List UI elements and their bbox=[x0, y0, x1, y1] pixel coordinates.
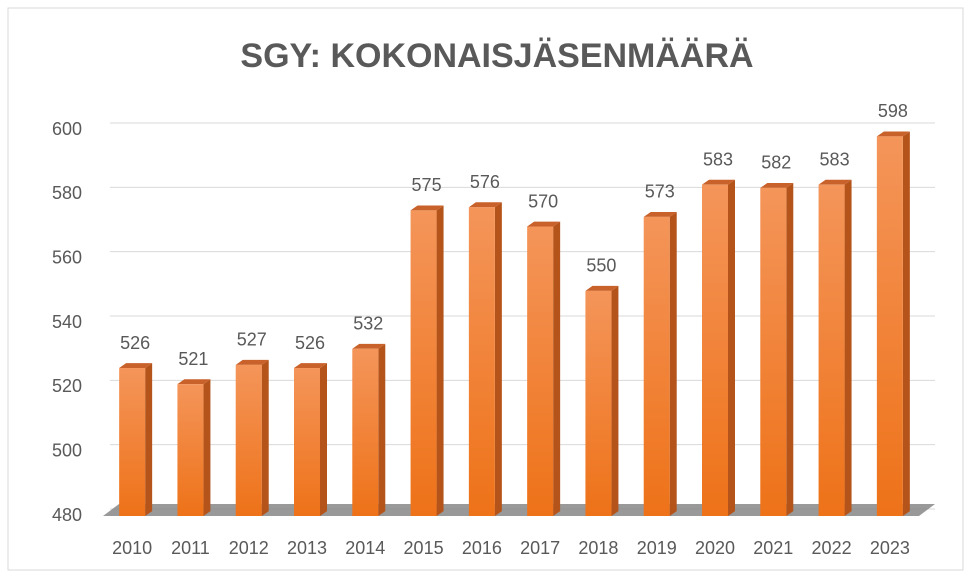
bar-top bbox=[527, 221, 561, 227]
x-tick-label: 2018 bbox=[578, 538, 618, 558]
data-label: 526 bbox=[295, 333, 325, 353]
bar-side bbox=[611, 285, 619, 516]
y-tick-label: 480 bbox=[52, 505, 82, 525]
data-label: 527 bbox=[237, 330, 267, 350]
bar-side bbox=[494, 202, 502, 517]
data-label: 576 bbox=[470, 172, 500, 192]
bar-top bbox=[643, 211, 677, 217]
y-tick-label: 580 bbox=[52, 183, 82, 203]
bar-side bbox=[261, 359, 269, 516]
bar bbox=[527, 226, 554, 516]
x-tick-label: 2021 bbox=[753, 538, 793, 558]
bar bbox=[702, 184, 728, 516]
x-tick-label: 2015 bbox=[404, 538, 444, 558]
bar-top bbox=[760, 183, 794, 188]
bar-side bbox=[320, 363, 327, 516]
bar-side bbox=[553, 221, 561, 516]
y-tick-label: 540 bbox=[52, 312, 82, 332]
bar bbox=[468, 207, 495, 516]
bar-side bbox=[378, 343, 386, 516]
bar-top bbox=[410, 205, 444, 211]
bar bbox=[352, 348, 379, 516]
data-label: 583 bbox=[820, 149, 850, 169]
bar bbox=[643, 216, 670, 516]
data-label: 526 bbox=[120, 333, 150, 353]
bar-top bbox=[235, 359, 269, 365]
chart-title: SGY: KOKONAISJÄSENMÄÄRÄ bbox=[240, 37, 753, 75]
data-label: 550 bbox=[586, 256, 616, 276]
data-label: 573 bbox=[645, 182, 675, 202]
bar-side bbox=[786, 183, 794, 516]
x-tick-label: 2020 bbox=[695, 538, 735, 558]
bar bbox=[235, 364, 262, 516]
x-tick-label: 2012 bbox=[229, 538, 269, 558]
bar-side bbox=[844, 179, 852, 517]
bar bbox=[818, 184, 845, 516]
x-tick-label: 2016 bbox=[462, 538, 502, 558]
bar-side bbox=[203, 379, 211, 516]
data-label: 582 bbox=[761, 153, 791, 173]
floor bbox=[103, 504, 935, 516]
x-tick-label: 2022 bbox=[812, 538, 852, 558]
data-label: 532 bbox=[353, 313, 383, 333]
bar bbox=[760, 187, 787, 516]
x-tick-label: 2011 bbox=[171, 538, 210, 558]
x-tick-label: 2019 bbox=[637, 538, 677, 558]
bar-top bbox=[585, 285, 619, 291]
bar-top bbox=[876, 131, 910, 137]
data-label: 575 bbox=[412, 175, 442, 195]
x-tick-label: 2013 bbox=[287, 538, 327, 558]
bar bbox=[410, 210, 437, 516]
bar bbox=[119, 368, 146, 516]
data-label: 583 bbox=[703, 149, 733, 169]
x-tick-label: 2014 bbox=[345, 538, 385, 558]
data-label: 570 bbox=[528, 191, 558, 211]
bar-side bbox=[728, 179, 735, 517]
bar-side bbox=[436, 205, 444, 516]
data-label: 598 bbox=[878, 101, 908, 121]
bar-top bbox=[818, 179, 852, 185]
bar-side bbox=[669, 211, 677, 516]
x-tick-label: 2010 bbox=[112, 538, 152, 558]
y-tick-label: 600 bbox=[52, 119, 82, 139]
x-tick-label: 2023 bbox=[870, 538, 910, 558]
data-label: 521 bbox=[178, 349, 208, 369]
bar bbox=[876, 136, 903, 516]
bar-top bbox=[177, 379, 211, 385]
bar bbox=[585, 290, 612, 516]
x-tick-label: 2017 bbox=[520, 538, 560, 558]
bar-top bbox=[119, 363, 153, 369]
y-tick-label: 500 bbox=[52, 440, 82, 460]
bar-top bbox=[702, 179, 735, 185]
bar-top bbox=[294, 363, 327, 369]
y-tick-label: 520 bbox=[52, 376, 82, 396]
bar-top bbox=[352, 343, 386, 349]
bar-side bbox=[145, 363, 153, 516]
bar-top bbox=[468, 202, 502, 208]
bar-side bbox=[902, 131, 910, 517]
bar bbox=[294, 368, 320, 516]
y-tick-label: 560 bbox=[52, 247, 82, 267]
bar bbox=[177, 384, 204, 516]
